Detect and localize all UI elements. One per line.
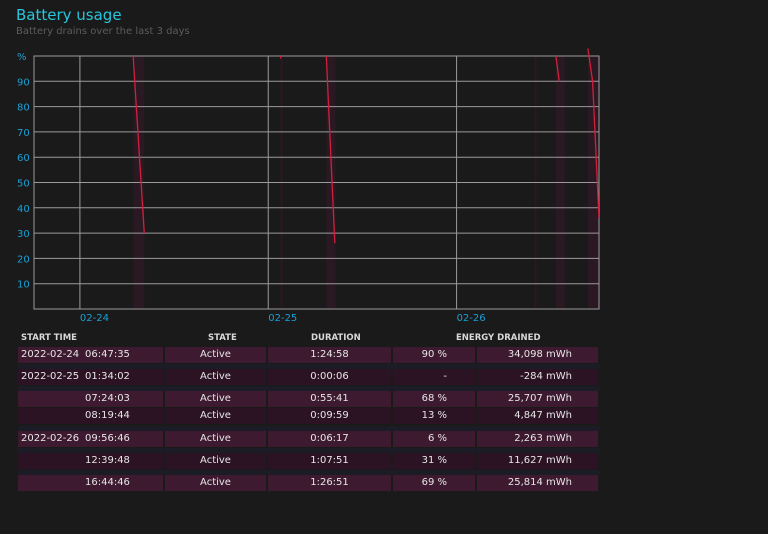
cell-state: Active (165, 347, 266, 363)
cell-percent: 31 % (393, 453, 475, 469)
cell-energy: -284 mWh (477, 369, 598, 385)
group-separator (18, 386, 600, 391)
cell-duration: 1:07:51 (268, 453, 391, 469)
x-tick-label: 02-25 (268, 313, 297, 324)
y-tick-label: 60 (17, 153, 30, 164)
cell-duration: 0:00:06 (268, 369, 391, 385)
cell-date: 2022-02-26 (21, 433, 80, 444)
cell-time: 16:44:46 (85, 477, 130, 488)
group-separator (18, 426, 600, 431)
table-row: 2022-02-26 09:56:46 Active 0:06:17 6 % 2,263 … (18, 431, 600, 447)
cell-state: Active (165, 369, 266, 385)
page-title: Battery usage (16, 6, 122, 24)
battery-level-line (555, 55, 560, 82)
table-row: 2022-02-25 01:34:02 Active 0:00:06- -284 mWh (18, 369, 600, 385)
cell-percent: 68 % (393, 391, 475, 407)
cell-state: Active (165, 391, 266, 407)
group-separator (18, 448, 600, 453)
header-energy-drained: ENERGY DRAINED (456, 333, 541, 343)
cell-time: 01:34:02 (85, 371, 130, 382)
cell-state: Active (165, 475, 266, 491)
header-duration: DURATION (311, 333, 361, 343)
cell-date-time: 08:19:44 (18, 408, 163, 424)
cell-date-time: 12:39:48 (18, 453, 163, 469)
y-tick-label: 50 (17, 179, 30, 190)
battery-level-line (325, 55, 336, 244)
cell-time: 09:56:46 (85, 433, 130, 444)
cell-date-time: 2022-02-24 06:47:35 (18, 347, 163, 363)
battery-chart: 10 20 30 40 50 60 70 80 90% 02-24 02-25 02-26 (17, 48, 600, 324)
x-tick-label: 02-26 (457, 313, 486, 324)
y-tick-label: 90 (17, 77, 30, 88)
cell-percent: 13 % (393, 408, 475, 424)
cell-time: 08:19:44 (85, 410, 130, 421)
group-separator (18, 470, 600, 475)
y-tick-label: 10 (17, 280, 30, 291)
cell-percent: 6 % (393, 431, 475, 447)
cell-duration: 0:55:41 (268, 391, 391, 407)
cell-time: 12:39:48 (85, 455, 130, 466)
table-row: 16:44:46 Active 1:26:51 69 % 25,814 mWh (18, 475, 600, 491)
y-tick-label: 30 (17, 229, 30, 240)
cell-duration: 1:26:51 (268, 475, 391, 491)
table-row: 2022-02-24 06:47:35 Active 1:24:58 90 % 34,09… (18, 347, 600, 363)
x-tick-label: 02-24 (80, 313, 109, 324)
cell-energy: 11,627 mWh (477, 453, 598, 469)
cell-percent: 69 % (393, 475, 475, 491)
page-subtitle: Battery drains over the last 3 days (16, 26, 190, 37)
cell-date: 2022-02-24 (21, 349, 80, 360)
cell-duration: 0:09:59 (268, 408, 391, 424)
table-row: 12:39:48 Active 1:07:51 31 % 11,627 mWh (18, 453, 600, 469)
header-start-time: START TIME (21, 333, 77, 343)
cell-duration: 0:06:17 (268, 431, 391, 447)
cell-state: Active (165, 453, 266, 469)
y-axis-label: % (17, 52, 27, 63)
cell-date-time: 2022-02-25 01:34:02 (18, 369, 163, 385)
cell-date-time: 2022-02-26 09:56:46 (18, 431, 163, 447)
cell-time: 06:47:35 (85, 349, 130, 360)
group-separator (18, 364, 600, 369)
cell-percent: 90 % (393, 347, 475, 363)
cell-energy: 25,814 mWh (477, 475, 598, 491)
cell-date-time: 16:44:46 (18, 475, 163, 491)
table-row: 08:19:44 Active 0:09:59 13 % 4,847 mWh (18, 408, 600, 424)
cell-percent: - (393, 369, 475, 385)
cell-energy: 2,263 mWh (477, 431, 598, 447)
cell-energy: 34,098 mWh (477, 347, 598, 363)
battery-level-line (132, 55, 145, 234)
cell-time: 07:24:03 (85, 393, 130, 404)
y-tick-label: 70 (17, 128, 30, 139)
battery-level-line (587, 48, 599, 218)
cell-date-time: 07:24:03 (18, 391, 163, 407)
cell-state: Active (165, 431, 266, 447)
cell-energy: 25,707 mWh (477, 391, 598, 407)
y-tick-label: 20 (17, 254, 30, 265)
y-tick-label: 80 (17, 103, 30, 114)
table-row: 07:24:03 Active 0:55:41 68 % 25,707 mWh (18, 391, 600, 407)
header-state: STATE (208, 333, 237, 343)
cell-duration: 1:24:58 (268, 347, 391, 363)
plot-border (33, 55, 600, 310)
y-tick-label: 40 (17, 204, 30, 215)
cell-date: 2022-02-25 (21, 371, 80, 382)
cell-energy: 4,847 mWh (477, 408, 598, 424)
cell-state: Active (165, 408, 266, 424)
